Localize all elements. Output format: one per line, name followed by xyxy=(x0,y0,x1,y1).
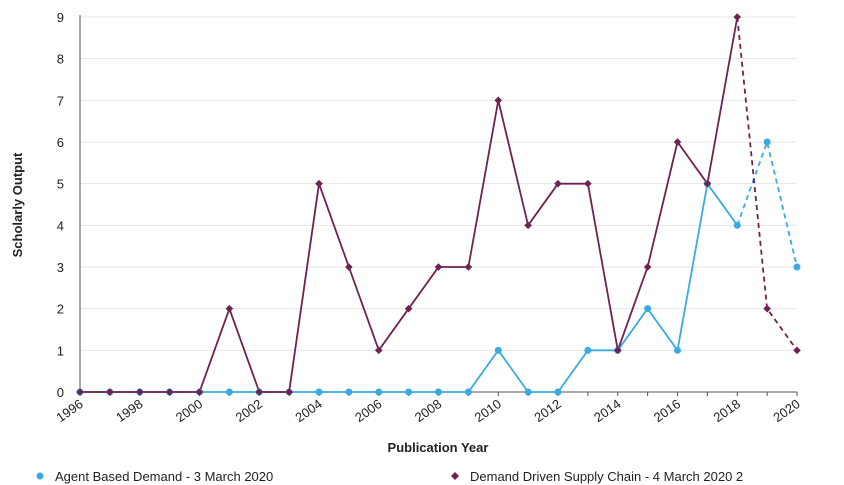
data-point-series-1[interactable] xyxy=(374,346,383,355)
series-line-1 xyxy=(80,16,739,393)
legend-item-demand-driven-supply-chain[interactable]: Demand Driven Supply Chain - 4 March 202… xyxy=(451,469,743,484)
y-axis-title: Scholarly Output xyxy=(10,152,25,257)
x-tick-label: 2000 xyxy=(173,396,205,425)
gridlines xyxy=(80,16,797,351)
y-tick-label: 4 xyxy=(57,218,64,233)
y-tick-label: 5 xyxy=(57,177,64,192)
y-tick-label: 3 xyxy=(57,260,64,275)
data-point-series-1[interactable] xyxy=(703,179,712,188)
data-point-series-1[interactable] xyxy=(285,388,293,396)
data-point-series-1[interactable] xyxy=(643,263,652,271)
y-tick-label: 8 xyxy=(57,52,64,67)
x-tick-label: 2004 xyxy=(292,396,324,425)
data-point-series-0[interactable] xyxy=(584,346,592,354)
data-point-series-0[interactable] xyxy=(315,388,323,396)
y-tick-label: 7 xyxy=(57,93,64,108)
data-point-series-0[interactable] xyxy=(375,388,383,396)
data-point-series-0[interactable] xyxy=(405,388,413,396)
legend-label-demand-driven-supply-chain: Demand Driven Supply Chain - 4 March 202… xyxy=(470,469,743,484)
data-point-series-1[interactable] xyxy=(673,138,682,146)
series-line-0 xyxy=(80,182,739,393)
x-tick-label: 2012 xyxy=(531,396,563,425)
data-point-series-0[interactable] xyxy=(524,388,532,396)
legend: Agent Based Demand - 3 March 2020 Demand… xyxy=(36,469,743,484)
data-point-series-0[interactable] xyxy=(435,388,442,396)
x-tick-label: 2016 xyxy=(651,396,683,425)
x-tick-label: 2018 xyxy=(711,396,743,425)
legend-marker-agent-based-demand xyxy=(36,472,44,480)
data-point-series-0[interactable] xyxy=(733,221,741,229)
data-point-series-1[interactable] xyxy=(404,304,413,313)
data-point-series-0[interactable] xyxy=(345,388,353,396)
data-point-series-1[interactable] xyxy=(165,388,174,396)
data-point-series-1[interactable] xyxy=(793,346,801,355)
data-point-series-1[interactable] xyxy=(524,221,532,230)
y-tick-label: 0 xyxy=(57,385,64,400)
data-point-series-0[interactable] xyxy=(494,346,502,354)
x-tick-label: 2020 xyxy=(770,396,802,425)
legend-label-agent-based-demand: Agent Based Demand - 3 March 2020 xyxy=(55,469,273,484)
data-point-series-1[interactable] xyxy=(584,179,592,188)
data-point-series-1[interactable] xyxy=(434,263,443,271)
data-point-series-0[interactable] xyxy=(763,138,771,146)
data-point-series-1[interactable] xyxy=(733,13,742,21)
data-markers xyxy=(76,13,801,396)
x-tick-label: 2008 xyxy=(412,396,444,425)
data-point-series-1[interactable] xyxy=(255,388,264,396)
data-point-series-0[interactable] xyxy=(793,263,801,271)
x-tick-label: 2006 xyxy=(352,396,384,425)
data-point-series-0[interactable] xyxy=(554,388,562,396)
legend-item-agent-based-demand[interactable]: Agent Based Demand - 3 March 2020 xyxy=(36,469,274,484)
series-lines xyxy=(80,16,798,393)
data-point-series-1[interactable] xyxy=(106,388,114,396)
data-point-series-1[interactable] xyxy=(225,304,234,313)
y-tick-label: 6 xyxy=(57,135,64,150)
data-point-series-1[interactable] xyxy=(195,388,204,396)
x-tick-label: 2002 xyxy=(233,396,265,425)
y-tick-label: 1 xyxy=(57,343,64,358)
x-tick-label: 1996 xyxy=(53,396,85,425)
data-point-series-1[interactable] xyxy=(345,263,353,271)
data-point-series-0[interactable] xyxy=(225,388,233,396)
data-point-series-1[interactable] xyxy=(554,179,562,188)
x-axis-title: Publication Year xyxy=(388,440,489,455)
x-tick-label: 2010 xyxy=(472,396,504,425)
series-line-dashed-0 xyxy=(736,138,798,268)
axes xyxy=(79,15,798,396)
data-point-series-0[interactable] xyxy=(464,388,472,396)
data-point-series-1[interactable] xyxy=(464,263,473,271)
legend-marker-demand-driven-supply-chain xyxy=(451,472,459,480)
x-tick-label: 1998 xyxy=(113,396,145,425)
data-point-series-1[interactable] xyxy=(76,388,84,396)
data-point-series-0[interactable] xyxy=(674,346,681,354)
data-point-series-1[interactable] xyxy=(763,304,771,313)
data-point-series-1[interactable] xyxy=(613,346,622,355)
y-tick-labels: 0 1 2 3 4 5 6 7 8 9 xyxy=(57,10,64,400)
y-tick-label: 2 xyxy=(57,302,64,317)
data-point-series-1[interactable] xyxy=(135,388,144,396)
y-tick-label: 9 xyxy=(57,10,64,25)
data-point-series-1[interactable] xyxy=(315,179,323,188)
data-point-series-0[interactable] xyxy=(644,305,652,313)
x-tick-label: 2014 xyxy=(591,396,623,425)
series-line-dashed-1 xyxy=(736,16,798,351)
data-point-series-1[interactable] xyxy=(494,96,503,105)
x-tick-labels: 1996 1998 2000 2002 2004 2006 2008 2010 2012 2014… xyxy=(53,396,802,425)
